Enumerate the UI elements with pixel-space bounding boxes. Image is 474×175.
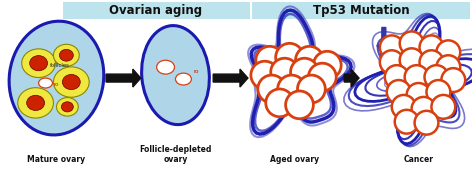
Ellipse shape bbox=[59, 49, 73, 61]
Ellipse shape bbox=[156, 60, 174, 74]
Ellipse shape bbox=[256, 46, 283, 74]
Ellipse shape bbox=[276, 43, 303, 71]
Text: Cancer: Cancer bbox=[403, 155, 434, 164]
Ellipse shape bbox=[298, 75, 325, 103]
Ellipse shape bbox=[295, 46, 323, 74]
Ellipse shape bbox=[405, 65, 428, 89]
Ellipse shape bbox=[286, 91, 313, 119]
Ellipse shape bbox=[258, 75, 286, 103]
Text: Ovarian aging: Ovarian aging bbox=[109, 4, 202, 17]
Ellipse shape bbox=[387, 80, 410, 104]
Ellipse shape bbox=[419, 35, 443, 59]
Ellipse shape bbox=[251, 61, 279, 89]
Ellipse shape bbox=[18, 88, 54, 118]
Text: Tp53 Mutation: Tp53 Mutation bbox=[313, 4, 410, 17]
Text: ro: ro bbox=[193, 69, 199, 74]
Ellipse shape bbox=[415, 111, 438, 135]
Ellipse shape bbox=[441, 68, 465, 92]
Ellipse shape bbox=[38, 78, 53, 88]
Ellipse shape bbox=[400, 32, 423, 55]
Ellipse shape bbox=[27, 95, 45, 110]
Text: Mature ovary: Mature ovary bbox=[27, 155, 85, 164]
Ellipse shape bbox=[425, 65, 448, 89]
Ellipse shape bbox=[395, 110, 419, 134]
Ellipse shape bbox=[392, 95, 416, 119]
Text: ro: ro bbox=[54, 82, 59, 86]
Ellipse shape bbox=[291, 58, 319, 86]
Ellipse shape bbox=[278, 75, 305, 103]
FancyArrow shape bbox=[377, 27, 391, 55]
Ellipse shape bbox=[380, 50, 404, 74]
Ellipse shape bbox=[385, 65, 409, 89]
Bar bbox=[64, 2, 250, 19]
FancyArrow shape bbox=[344, 69, 359, 87]
Ellipse shape bbox=[431, 95, 455, 119]
Ellipse shape bbox=[30, 56, 47, 71]
Text: Follicle-depleted
ovary: Follicle-depleted ovary bbox=[139, 145, 212, 164]
Ellipse shape bbox=[63, 74, 80, 90]
Ellipse shape bbox=[271, 58, 299, 86]
Ellipse shape bbox=[437, 40, 460, 64]
Bar bbox=[252, 2, 470, 19]
FancyArrow shape bbox=[106, 69, 141, 87]
Ellipse shape bbox=[380, 35, 404, 59]
FancyArrow shape bbox=[213, 69, 248, 87]
Text: follicles: follicles bbox=[49, 63, 69, 68]
Ellipse shape bbox=[437, 55, 460, 79]
Ellipse shape bbox=[62, 102, 73, 112]
Ellipse shape bbox=[9, 21, 104, 135]
Ellipse shape bbox=[142, 26, 210, 125]
Ellipse shape bbox=[175, 73, 191, 85]
Ellipse shape bbox=[411, 97, 436, 121]
Ellipse shape bbox=[400, 48, 423, 72]
Ellipse shape bbox=[313, 51, 341, 79]
Ellipse shape bbox=[56, 98, 78, 116]
Ellipse shape bbox=[54, 67, 89, 97]
Ellipse shape bbox=[266, 89, 293, 117]
Text: Aged ovary: Aged ovary bbox=[270, 155, 319, 164]
Ellipse shape bbox=[309, 63, 336, 91]
Ellipse shape bbox=[419, 50, 443, 74]
Ellipse shape bbox=[22, 49, 55, 78]
Ellipse shape bbox=[427, 80, 450, 104]
Ellipse shape bbox=[54, 44, 79, 66]
Ellipse shape bbox=[407, 83, 430, 107]
